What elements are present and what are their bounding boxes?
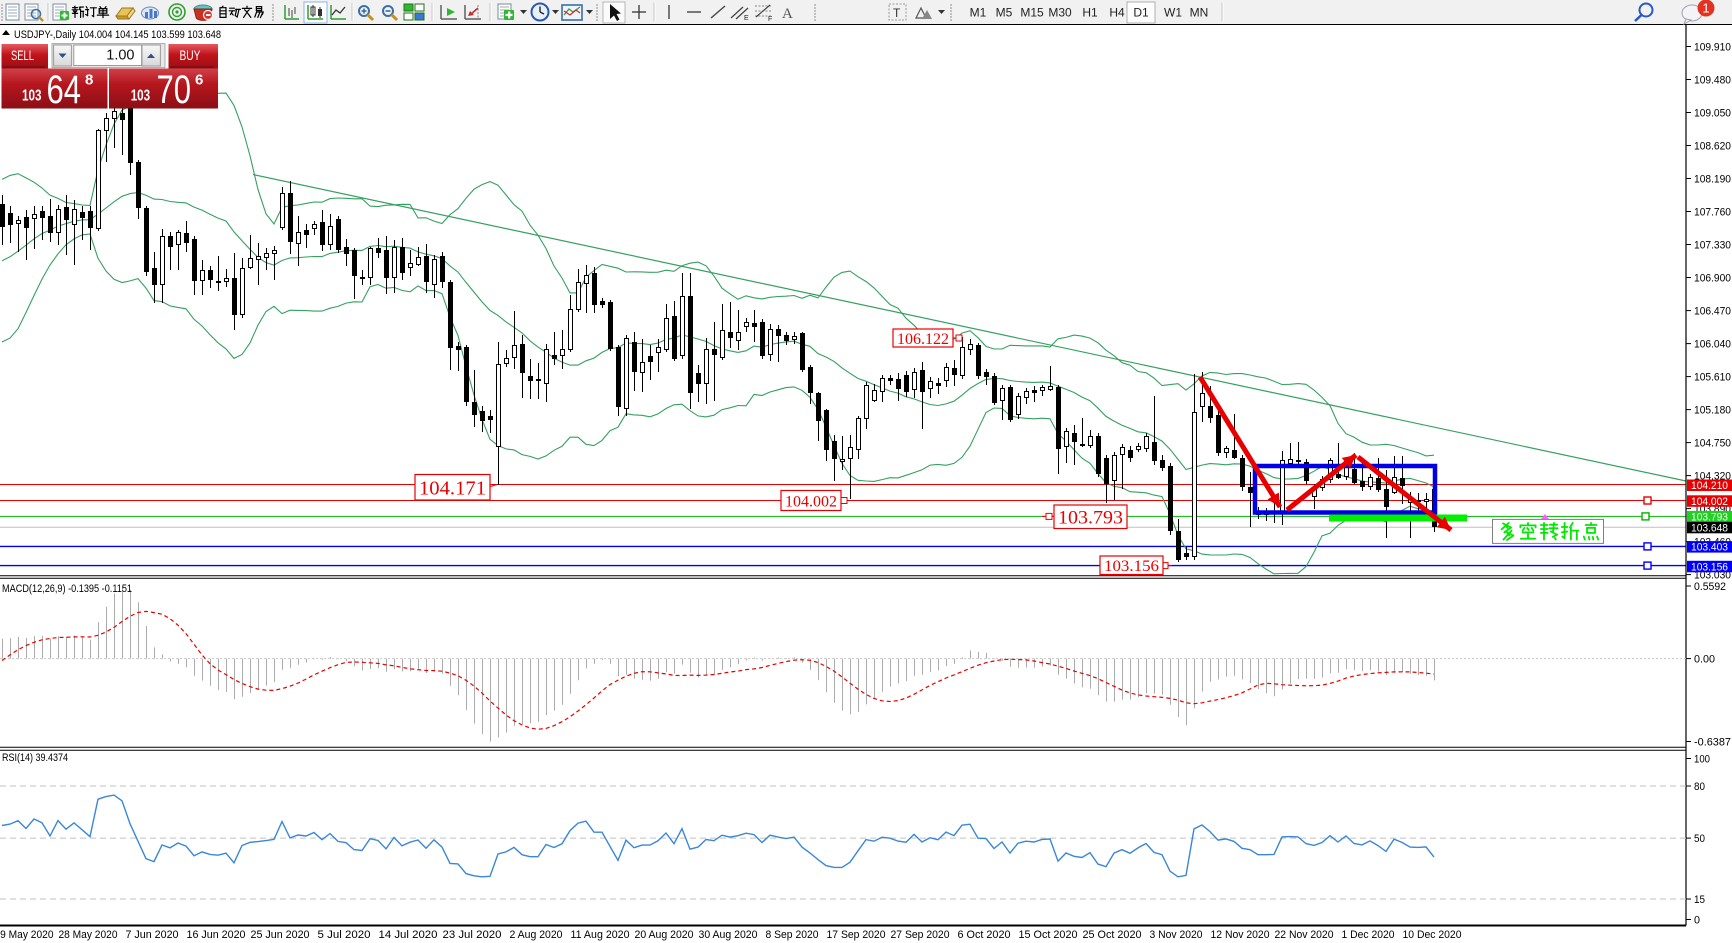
svg-text:16 Jun 2020: 16 Jun 2020	[187, 929, 246, 941]
svg-text:2 Aug 2020: 2 Aug 2020	[510, 929, 563, 941]
svg-text:22 Nov 2020: 22 Nov 2020	[1275, 929, 1334, 941]
svg-text:104.750: 104.750	[1694, 438, 1731, 450]
svg-text:70: 70	[157, 68, 192, 112]
svg-text:25 Jun 2020: 25 Jun 2020	[251, 929, 310, 941]
svg-text:T: T	[893, 6, 901, 20]
svg-text:64: 64	[47, 68, 82, 112]
svg-text:80: 80	[1694, 781, 1705, 793]
svg-text:106.122: 106.122	[897, 331, 949, 348]
svg-text:19 May 2020: 19 May 2020	[0, 929, 54, 941]
svg-text:MN: MN	[1190, 6, 1209, 20]
svg-text:0: 0	[1694, 915, 1700, 927]
svg-text:105.180: 105.180	[1694, 405, 1731, 417]
svg-text:E: E	[744, 15, 749, 22]
svg-text:6 Oct 2020: 6 Oct 2020	[958, 929, 1011, 941]
svg-text:108.190: 108.190	[1694, 174, 1731, 186]
svg-text:108.620: 108.620	[1694, 141, 1731, 153]
svg-text:109.910: 109.910	[1694, 42, 1731, 54]
svg-text:50: 50	[1694, 833, 1705, 845]
svg-text:103.793: 103.793	[1058, 508, 1123, 529]
svg-text:23 Jul 2020: 23 Jul 2020	[443, 929, 502, 941]
svg-text:8 Sep 2020: 8 Sep 2020	[766, 929, 819, 941]
svg-text:103.030: 103.030	[1694, 570, 1731, 582]
svg-text:RSI(14) 39.4374: RSI(14) 39.4374	[2, 752, 68, 764]
svg-text:15 Oct 2020: 15 Oct 2020	[1019, 929, 1078, 941]
svg-text:3 Nov 2020: 3 Nov 2020	[1150, 929, 1203, 941]
svg-text:103.793: 103.793	[1691, 511, 1728, 523]
svg-text:A: A	[782, 6, 793, 22]
svg-text:M5: M5	[996, 6, 1013, 20]
svg-text:5 Jul 2020: 5 Jul 2020	[318, 929, 371, 941]
svg-text:USDJPY-,Daily 104.004 104.145: USDJPY-,Daily 104.004 104.145 103.599 10…	[14, 29, 221, 41]
svg-text:109.480: 109.480	[1694, 75, 1731, 87]
svg-text:H1: H1	[1082, 6, 1098, 20]
svg-text:1: 1	[1702, 1, 1709, 16]
svg-text:12 Nov 2020: 12 Nov 2020	[1211, 929, 1270, 941]
svg-text:104.171: 104.171	[419, 477, 486, 499]
svg-text:0.5592: 0.5592	[1694, 581, 1726, 593]
svg-text:14 Jul 2020: 14 Jul 2020	[379, 929, 438, 941]
svg-text:15: 15	[1694, 894, 1705, 906]
svg-text:BUY: BUY	[180, 48, 201, 63]
svg-text:103: 103	[131, 88, 151, 105]
svg-text:6: 6	[195, 72, 203, 89]
svg-text:100: 100	[1694, 754, 1710, 766]
svg-text:106.900: 106.900	[1694, 273, 1731, 285]
svg-text:H4: H4	[1109, 6, 1125, 20]
svg-text:105.610: 105.610	[1694, 372, 1731, 384]
svg-text:106.470: 106.470	[1694, 306, 1731, 318]
svg-text:103.648: 103.648	[1691, 522, 1728, 534]
svg-text:104.002: 104.002	[1691, 496, 1728, 508]
svg-text:25 Oct 2020: 25 Oct 2020	[1083, 929, 1142, 941]
svg-text:D1: D1	[1133, 6, 1149, 20]
svg-text:-0.6387: -0.6387	[1694, 737, 1731, 749]
svg-text:W1: W1	[1164, 6, 1182, 20]
svg-text:M15: M15	[1020, 6, 1044, 20]
svg-text:SELL: SELL	[11, 48, 34, 63]
svg-text:109.050: 109.050	[1694, 108, 1731, 120]
svg-text:F: F	[768, 16, 772, 23]
svg-text:28 May 2020: 28 May 2020	[59, 929, 118, 941]
svg-text:0.00: 0.00	[1694, 654, 1715, 666]
svg-text:MACD(12,26,9) -0.1395 -0.1151: MACD(12,26,9) -0.1395 -0.1151	[2, 583, 132, 595]
svg-text:104.002: 104.002	[785, 493, 837, 510]
svg-text:M1: M1	[970, 6, 987, 20]
svg-text:104.210: 104.210	[1691, 480, 1728, 492]
svg-text:106.040: 106.040	[1694, 339, 1731, 351]
svg-text:1 Dec 2020: 1 Dec 2020	[1342, 929, 1395, 941]
svg-text:107.330: 107.330	[1694, 240, 1731, 252]
svg-text:10 Dec 2020: 10 Dec 2020	[1403, 929, 1462, 941]
svg-text:1.00: 1.00	[106, 48, 134, 64]
svg-text:103.403: 103.403	[1691, 542, 1728, 554]
svg-text:20 Aug 2020: 20 Aug 2020	[635, 929, 694, 941]
svg-text:107.760: 107.760	[1694, 207, 1731, 219]
svg-text:103.156: 103.156	[1691, 561, 1728, 573]
svg-text:30 Aug 2020: 30 Aug 2020	[699, 929, 758, 941]
svg-text:103: 103	[22, 88, 42, 105]
svg-text:11 Aug 2020: 11 Aug 2020	[571, 929, 630, 941]
svg-text:8: 8	[85, 72, 93, 89]
svg-text:M30: M30	[1048, 6, 1072, 20]
svg-text:17 Sep 2020: 17 Sep 2020	[827, 929, 886, 941]
svg-text:103.156: 103.156	[1104, 558, 1159, 575]
svg-text:27 Sep 2020: 27 Sep 2020	[891, 929, 950, 941]
svg-text:7 Jun 2020: 7 Jun 2020	[126, 929, 179, 941]
